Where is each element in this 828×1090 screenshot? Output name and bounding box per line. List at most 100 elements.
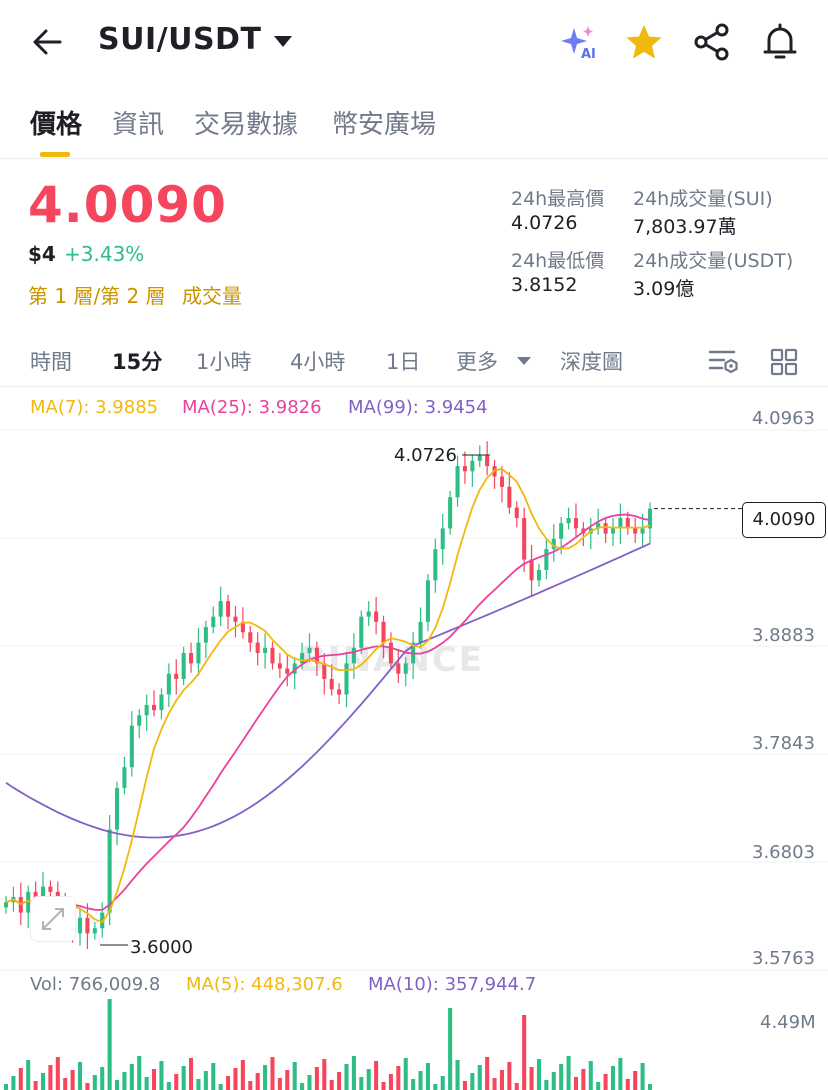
star-icon[interactable]: [624, 22, 664, 62]
ma25-legend: MA(25): 3.9826: [182, 397, 322, 418]
volume-tag[interactable]: 成交量: [181, 284, 242, 308]
volume-bar: [366, 1069, 371, 1090]
layer-tag[interactable]: 第 1 層/第 2 層: [28, 284, 166, 308]
candle-body: [26, 891, 31, 913]
candle-body: [610, 528, 616, 534]
interval-more[interactable]: 更多: [456, 350, 498, 374]
volume-bar: [610, 1066, 616, 1090]
volume-bar: [455, 1060, 460, 1090]
volume-bar: [189, 1058, 194, 1090]
volume-bar: [26, 1060, 31, 1090]
more-caret-icon[interactable]: [516, 356, 532, 366]
candle-body: [647, 508, 653, 529]
candle-body: [559, 523, 564, 539]
candlestick-chart[interactable]: [0, 400, 828, 1090]
interval-depth[interactable]: 深度圖: [560, 350, 623, 374]
volume-base-value: 7,803.97萬: [633, 216, 737, 238]
volume-bar: [307, 1075, 312, 1090]
interval-4h[interactable]: 4小時: [290, 350, 346, 374]
volume-bar: [603, 1074, 608, 1090]
candle-body: [625, 518, 630, 529]
section-tabs: 價格 資訊 交易數據 幣安廣場: [0, 100, 828, 159]
layout-grid-icon[interactable]: [770, 348, 798, 376]
ai-sparkle-icon[interactable]: AI: [558, 22, 598, 62]
candle-body: [344, 663, 349, 695]
candle-body: [159, 694, 164, 711]
volume-bar: [559, 1064, 564, 1090]
back-arrow-icon[interactable]: [28, 22, 68, 62]
volume-bar: [48, 1065, 53, 1090]
tab-price[interactable]: 價格: [30, 110, 83, 140]
caret-down-icon[interactable]: [274, 36, 292, 47]
volume-bar: [411, 1079, 416, 1090]
volume-bar: [418, 1071, 423, 1090]
volume-bar: [640, 1063, 645, 1090]
candle-body: [566, 518, 571, 524]
ma7-line: [5, 468, 651, 924]
candle-body: [100, 912, 105, 929]
price-tick: 3.6803: [752, 842, 815, 863]
candle-body: [40, 886, 46, 903]
interval-15m[interactable]: 15分: [112, 350, 163, 374]
volume-quote-label: 24h成交量(USDT): [633, 250, 794, 272]
candle-body: [470, 460, 475, 472]
volume-bar: [85, 1083, 90, 1090]
volume-bar: [314, 1067, 319, 1090]
candle-body: [455, 466, 460, 498]
candle-body: [226, 601, 231, 617]
volume-bar: [448, 1008, 453, 1090]
candle-body: [351, 647, 356, 664]
candle-body: [618, 518, 623, 529]
low-annotation: 3.6000: [130, 937, 193, 958]
volume-bar: [499, 1070, 504, 1090]
volume-axis-tick: 4.49M: [760, 1012, 816, 1033]
candle-body: [300, 653, 305, 664]
interval-bar: 時間 15分 1小時 4小時 1日 更多 深度圖: [0, 334, 828, 387]
volume-bar: [381, 1082, 386, 1090]
interval-time[interactable]: 時間: [30, 350, 72, 374]
candle-body: [462, 466, 467, 472]
indicator-settings-icon[interactable]: [708, 348, 740, 376]
candle-body: [3, 902, 9, 908]
bell-icon[interactable]: [760, 22, 800, 62]
volume-bar: [337, 1072, 342, 1090]
volume-bar: [203, 1071, 208, 1090]
low-value: 3.8152: [511, 274, 578, 296]
candle-body: [181, 653, 186, 679]
candle-body: [374, 611, 379, 622]
price-tick: 3.5763: [752, 948, 815, 969]
volume-bar: [633, 1071, 638, 1090]
volume-bar: [233, 1068, 238, 1090]
volume-legend: Vol: 766,009.8: [30, 974, 161, 995]
interval-1d[interactable]: 1日: [386, 350, 421, 374]
candle-body: [189, 653, 194, 664]
pair-title[interactable]: SUI/USDT: [98, 22, 262, 57]
candle-body: [529, 559, 534, 581]
candle-body: [285, 668, 290, 674]
volume-bar: [137, 1056, 142, 1090]
tab-info[interactable]: 資訊: [112, 110, 165, 140]
candle-body: [536, 569, 542, 581]
interval-1h[interactable]: 1小時: [196, 350, 252, 374]
candle-body: [255, 642, 260, 654]
candle-body: [337, 689, 342, 695]
candle-body: [85, 917, 90, 934]
candle-body: [640, 528, 645, 534]
volume-bar: [70, 1070, 75, 1090]
candle-body: [418, 621, 423, 643]
candle-body: [292, 663, 297, 674]
candle-body: [307, 647, 312, 654]
volume-bar: [507, 1062, 512, 1090]
volume-bar: [581, 1069, 586, 1090]
tab-trading-data[interactable]: 交易數據: [194, 110, 299, 140]
tab-binance-square[interactable]: 幣安廣場: [332, 110, 437, 140]
candle-body: [633, 528, 638, 534]
candle-body: [425, 580, 430, 622]
volume-ma10-legend: MA(10): 357,944.7: [368, 974, 537, 995]
candle-body: [433, 549, 438, 581]
share-icon[interactable]: [692, 22, 732, 62]
expand-chart-button[interactable]: [30, 896, 76, 942]
volume-bar: [100, 1067, 105, 1090]
volume-bar: [240, 1060, 245, 1090]
volume-bar: [129, 1064, 134, 1090]
